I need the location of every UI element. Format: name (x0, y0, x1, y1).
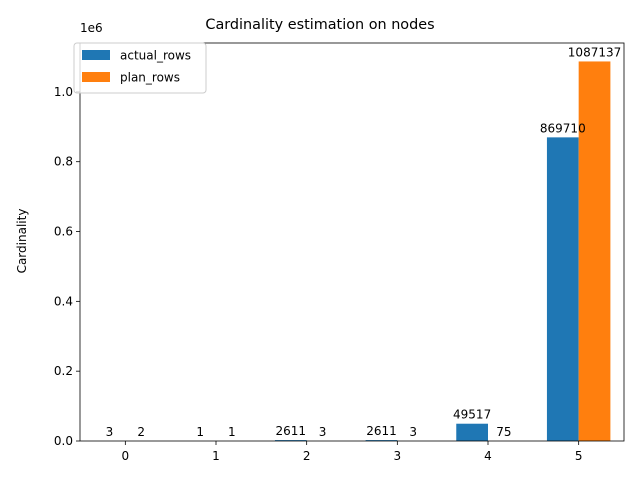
chart-title: Cardinality estimation on nodes (205, 17, 434, 33)
bar-actual-rows-3 (365, 440, 398, 441)
bar-label-plan-rows-0: 2 (137, 425, 145, 439)
bar-actual-rows-4 (456, 423, 488, 441)
y-offset-label: 1e6 (80, 21, 103, 35)
x-tick-label-3: 3 (394, 449, 402, 463)
x-tick-label-0: 0 (122, 449, 130, 463)
bar-label-plan-rows-1: 1 (228, 425, 236, 439)
legend-swatch-plan-rows (82, 72, 110, 82)
y-tick-label-1: 0.2 (54, 364, 73, 378)
plot-frame (79, 42, 625, 442)
bar-label-plan-rows-3: 3 (409, 425, 417, 439)
x-tick-label-1: 1 (212, 449, 220, 463)
bar-label-plan-rows-5: 1087137 (568, 45, 621, 59)
x-tick-label-4: 4 (484, 449, 492, 463)
bar-label-actual-rows-1: 1 (196, 425, 204, 439)
bar-plan-rows-5 (578, 61, 611, 441)
legend-swatch-actual-rows (82, 50, 110, 60)
bars-layer (93, 61, 611, 441)
legend-label-actual-rows: actual_rows (120, 49, 191, 63)
bar-labels-layer: 3 1 2611 2611 49517 869710 2 1 3 3 75 1087137 (106, 45, 622, 439)
y-axis: 0.0 0.2 0.4 0.6 0.8 1.0 (54, 85, 80, 448)
y-axis-label: Cardinality (15, 209, 29, 274)
x-tick-label-2: 2 (303, 449, 311, 463)
bar-label-actual-rows-4: 49517 (453, 408, 491, 422)
legend: actual_rows plan_rows (73, 42, 207, 94)
bar-label-plan-rows-4: 75 (496, 425, 511, 439)
y-tick-label-4: 0.8 (54, 155, 73, 169)
bar-label-plan-rows-2: 3 (319, 425, 327, 439)
y-tick-label-2: 0.4 (54, 294, 73, 308)
bar-label-actual-rows-5: 869710 (540, 121, 586, 135)
bar-actual-rows-2 (274, 440, 307, 441)
bar-actual-rows-5 (546, 137, 579, 441)
bar-label-actual-rows-0: 3 (106, 425, 114, 439)
bar-label-actual-rows-3: 2611 (366, 424, 397, 438)
bar-label-actual-rows-2: 2611 (276, 424, 307, 438)
y-tick-label-0: 0.0 (54, 434, 73, 448)
y-tick-label-3: 0.6 (54, 225, 73, 239)
x-axis: 0 1 2 3 4 5 (122, 441, 583, 463)
legend-label-plan-rows: plan_rows (120, 71, 180, 85)
y-tick-label-5: 1.0 (54, 85, 73, 99)
x-tick-label-5: 5 (575, 449, 583, 463)
